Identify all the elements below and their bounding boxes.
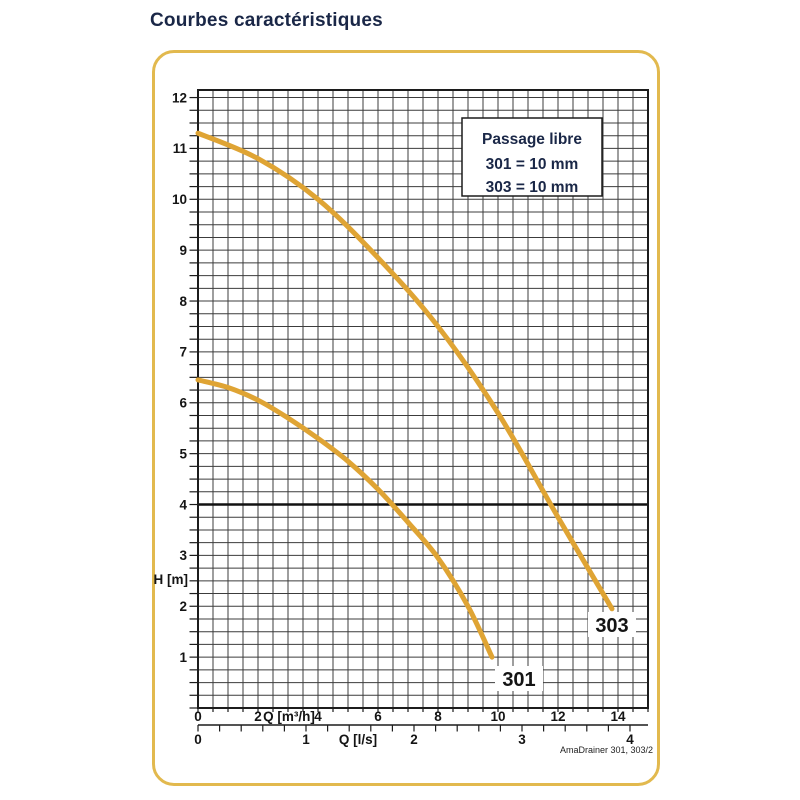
grid [198, 90, 648, 708]
y-tick-label: 4 [179, 497, 187, 512]
x-m3h-tick-label: 4 [314, 709, 322, 724]
x-m3h-tick-label: 6 [374, 709, 382, 724]
curve-301 [195, 377, 495, 660]
series-label-303-text: 303 [595, 615, 628, 637]
y-tick-label: 1 [179, 650, 187, 665]
x-m3h-tick-label: 8 [434, 709, 442, 724]
legend: Passage libre 301 = 10 mm 303 = 10 mm [461, 117, 603, 197]
x-ls-tick-label: 4 [626, 732, 634, 747]
y-tick-label: 10 [172, 192, 187, 207]
chart-footnote: AmaDrainer 301, 303/2 [560, 745, 653, 755]
page-title: Courbes caractéristiques [150, 10, 383, 31]
x-ls-tick-label: 0 [194, 732, 202, 747]
y-tick-label: 8 [179, 294, 187, 309]
y-tick-label: 9 [179, 243, 187, 258]
legend-line-301: 301 = 10 mm [486, 156, 579, 173]
legend-box [461, 117, 603, 197]
x-m3h-tick-label: 2 [254, 709, 262, 724]
series-label-301-text: 301 [502, 669, 535, 691]
curve-303 [195, 130, 615, 612]
series-label-303-bg [588, 612, 636, 637]
x-ls-tick-label: 1 [302, 732, 310, 747]
y-tick-label: 5 [179, 446, 187, 461]
x-m3h-tick-label: 14 [610, 709, 626, 724]
series-label-303: 303 [588, 612, 636, 637]
pump-curves [195, 130, 615, 660]
x-m3h-tick-label: 12 [550, 709, 565, 724]
x-ls-tick-label: 2 [410, 732, 418, 747]
series-label-301: 301 [495, 666, 543, 691]
x-ls-tick-label: 3 [518, 732, 526, 747]
x-axis-primary-label: Q [m³/h] [263, 709, 315, 724]
legend-line-303: 303 = 10 mm [486, 179, 579, 196]
legend-title: Passage libre [482, 131, 582, 148]
y-tick-label: 3 [179, 548, 187, 563]
y-tick-label: 6 [179, 396, 187, 411]
x-m3h-tick-label: 10 [490, 709, 505, 724]
y-tick-label: 2 [179, 599, 187, 614]
y-axis-label: H [m] [154, 572, 189, 587]
y-tick-label: 7 [179, 345, 187, 360]
x-m3h-tick-label: 0 [194, 709, 202, 724]
series-label-301-bg [495, 666, 543, 691]
y-tick-label: 12 [172, 90, 187, 105]
y-tick-label: 11 [173, 141, 188, 156]
x-axis-secondary-label: Q [l/s] [339, 732, 377, 747]
